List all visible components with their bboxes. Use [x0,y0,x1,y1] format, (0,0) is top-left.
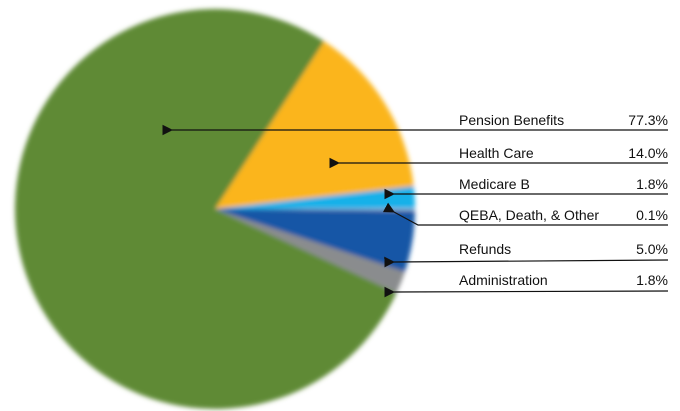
label-name: Administration [459,272,548,288]
labels: Pension Benefits 77.3% Health Care 14.0% Med… [162,112,669,298]
pie-slice [215,186,415,209]
label-name: Pension Benefits [459,112,564,128]
label-name: Medicare B [459,176,530,192]
label-name: QEBA, Death, & Other [459,207,599,223]
label-name: Health Care [459,145,534,161]
label-value: 5.0% [636,241,668,257]
pie-slice [14,8,397,409]
label-name: Refunds [459,241,511,257]
pie-slice [215,209,415,272]
pie-slice [215,208,415,211]
label-value: 1.8% [636,272,668,288]
leader-line [384,256,669,268]
label-value: 77.3% [628,112,668,128]
label-value: 1.8% [636,176,668,192]
label-value: 0.1% [636,207,668,223]
leader-line [382,202,668,226]
pie-slice [215,209,405,293]
label-value: 14.0% [628,145,668,161]
leader-line [384,286,669,298]
pie [14,8,415,409]
pie-slice [215,41,414,210]
